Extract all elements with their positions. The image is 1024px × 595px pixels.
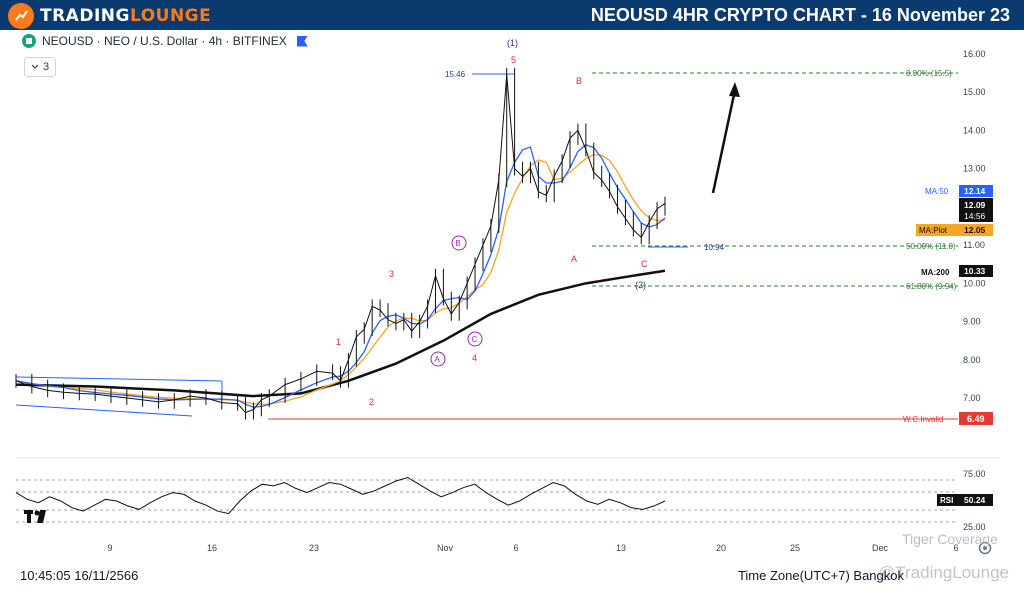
indicator-count: 3 [42,61,50,73]
x-tick-label-3: Nov [437,543,454,553]
wave-label-1: 1 [336,337,341,347]
wave-label-b: B [576,76,582,86]
wave-label-3: 3 [389,269,394,279]
x-tick-label-5: 13 [616,543,626,553]
x-tick-label-8: Dec [872,543,889,553]
chevron-down-icon [31,61,39,73]
x-axis-ticks: 9 16 23 Nov 6 13 20 25 Dec 6 [107,543,958,553]
x-tick-label-9: 6 [953,543,958,553]
wave-label-1-major: (1) [507,38,518,48]
rsi-value-bg [959,494,993,506]
wave-label-4: 4 [472,353,477,363]
price-close-line [15,74,666,414]
y-tick-label-4: 11.00 [963,240,985,250]
wave-circle-b-label: B [456,239,461,248]
invalidation-label: W.C.Invalid [903,415,943,424]
brand-name: TRADINGLOUNGE [40,6,212,26]
wave-circle-c-label: C [472,335,478,344]
x-tick-label-7: 25 [790,543,800,553]
ma200-tag-label: MA:200 [921,268,950,277]
maplot-value: 12.05 [964,225,986,235]
ma50-tag-bg [921,185,959,197]
rsi-line [15,476,666,515]
y-axis-ticks: 16.00 15.00 14.00 13.00 11.00 10.00 9.00 8.00 7.… [963,49,986,403]
symbol-info[interactable]: NEOUSD · NEO / U.S. Dollar · 4h · BITFIN… [22,34,308,48]
wave-circle-b [451,235,467,251]
maplot-tag-label: MA:Plot [919,226,948,235]
y-tick-label-0: 16.00 [963,49,986,59]
invalid-value: 6.49 [967,414,985,424]
maplot-tag-bg [916,224,959,236]
low-price-label: 10.94 [704,243,725,252]
wave-label-a: A [571,254,577,264]
watermark-coverage: Tiger Coverage [902,531,998,547]
wave-label-5: 5 [511,55,516,65]
symbol-title: NEOUSD · NEO / U.S. Dollar · 4h · BITFIN… [42,34,287,48]
y-tick-label-6: 9.00 [963,317,981,327]
fib-0-label: 0.00% (15.5) [906,69,952,78]
x-tick-label-2: 23 [309,543,319,553]
ma200-line [15,269,666,398]
brand-logo: TRADINGLOUNGE [8,3,211,29]
settings-gear-icon[interactable] [978,541,992,555]
rsi-tag-label: RSI [940,496,953,505]
y-tick-label-1: 15.00 [963,87,986,97]
price-candles [15,67,666,420]
rsi-tick-75: 75.00 [963,469,986,479]
last-price-value: 12.09 [964,200,986,210]
high-price-label: 15.46 [445,70,466,79]
rsi-tick-25: 25.00 [963,522,986,532]
wave-label-2-major: (2) [635,280,646,290]
rsi-value: 50.24 [964,495,986,505]
x-tick-label-1: 16 [207,543,217,553]
x-tick-label-4: 6 [513,543,518,553]
wave-label-2: 2 [369,397,374,407]
ma200-value: 10.33 [964,266,986,276]
fib-50-label: 50.00% (11.0) [906,242,956,251]
bar-countdown: 14:56 [964,211,986,221]
y-tick-label-3: 13.00 [963,164,986,174]
tradingview-logo-icon [24,508,54,529]
x-tick-label-0: 9 [107,543,112,553]
rsi-tag-bg [937,494,959,506]
ma50-value: 12.14 [964,186,986,196]
ma50-value-bg [959,185,993,197]
ma200-value-bg [959,265,993,277]
header-bar: TRADINGLOUNGE NEOUSD 4HR CRYPTO CHART - … [0,0,1024,30]
symbol-logo-icon [22,34,36,48]
footer-datetime: 10:45:05 16/11/2566 [20,568,139,583]
y-tick-label-5: 10.00 [963,278,986,288]
projection-arrow-head [729,82,740,97]
last-price-bg [959,198,993,222]
brand-icon [8,3,34,29]
wave-circle-a-label: A [435,355,441,364]
indicator-collapse-button[interactable]: 3 [24,57,56,77]
x-tick-label-6: 20 [716,543,726,553]
y-tick-label-2: 14.00 [963,125,986,135]
ma50-tag-label: MA:50 [925,187,949,196]
y-tick-label-7: 8.00 [963,355,981,365]
invalid-value-bg [959,412,993,425]
watermark-brand: @TradingLounge [878,563,1009,582]
channel-lower-line [15,404,193,417]
projection-arrow-line [711,89,737,194]
footer-timezone[interactable]: Time Zone(UTC+7) Bangkok [737,568,904,583]
flag-icon[interactable] [296,35,308,47]
channel-upper-line [15,376,223,382]
fib-618-label: 61.80% (9.94) [906,282,957,291]
y-tick-label-8: 7.00 [963,393,981,403]
wave-label-c: C [641,259,648,269]
wave-circle-c [467,331,483,347]
chart-header-title: NEOUSD 4HR CRYPTO CHART - 16 November 23 [590,5,1010,25]
maplot-value-bg [959,224,993,236]
wave-circle-a [430,351,446,367]
